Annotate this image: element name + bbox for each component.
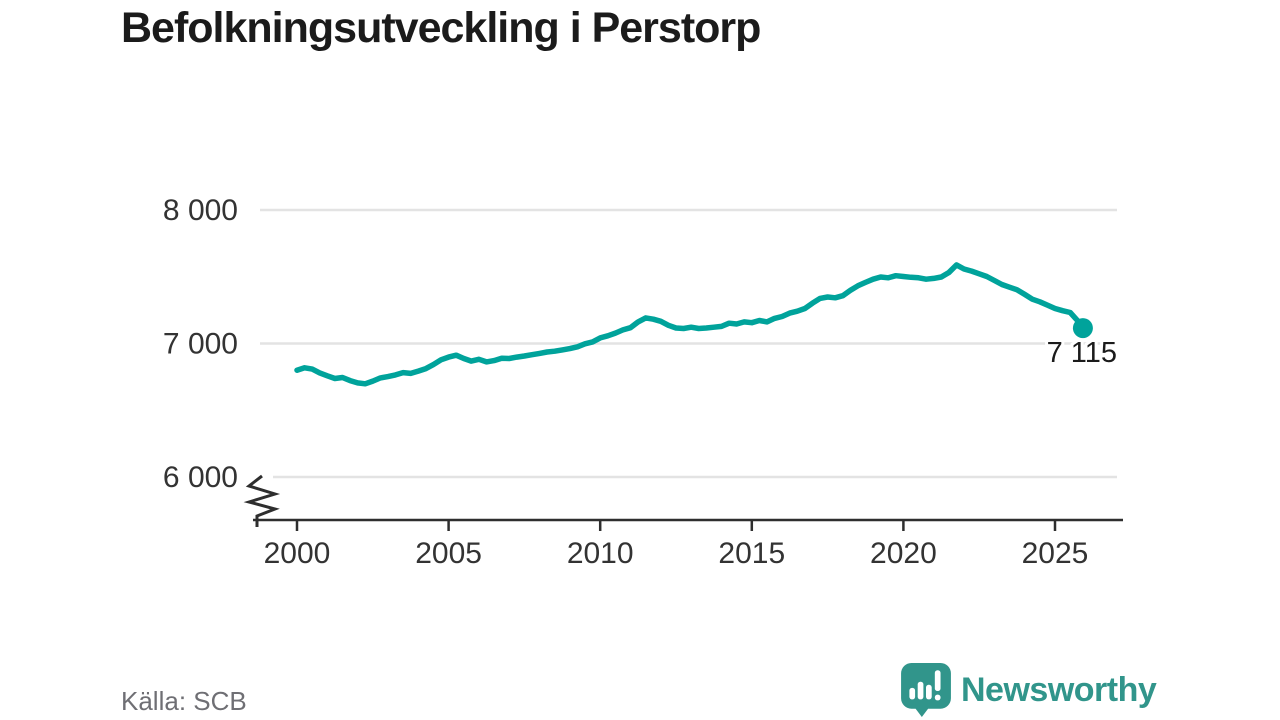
y-tick-label-6000: 6 000 (163, 461, 238, 494)
y-tick-label-7000: 7 000 (163, 328, 238, 361)
x-tick-label-2020: 2020 (870, 537, 937, 570)
y-axis-labels: 8 000 7 000 6 000 (163, 194, 238, 494)
newsworthy-logo-text: Newsworthy (961, 670, 1157, 709)
y-axis-break-icon (243, 474, 281, 527)
newsworthy-logo-icon (901, 663, 951, 717)
x-tick-label-2010: 2010 (567, 537, 634, 570)
source-note: Källa: SCB (121, 686, 247, 716)
x-tick-label-2025: 2025 (1022, 537, 1089, 570)
x-tick-label-2000: 2000 (264, 537, 331, 570)
y-tick-label-8000: 8 000 (163, 194, 238, 227)
x-tick-label-2005: 2005 (415, 537, 482, 570)
chart-title: Befolkningsutveckling i Perstorp (121, 4, 761, 52)
x-tick-label-2015: 2015 (718, 537, 785, 570)
newsworthy-logo: Newsworthy (901, 663, 1157, 717)
population-series-line (294, 262, 1086, 387)
gridlines (260, 208, 1117, 479)
x-axis-ticks (295, 520, 1057, 531)
series-end-marker (1072, 318, 1093, 339)
series-end-value-label: 7 115 (1047, 337, 1117, 369)
x-axis-tick-labels: 2000 2005 2010 2015 2020 2025 (264, 537, 1089, 570)
